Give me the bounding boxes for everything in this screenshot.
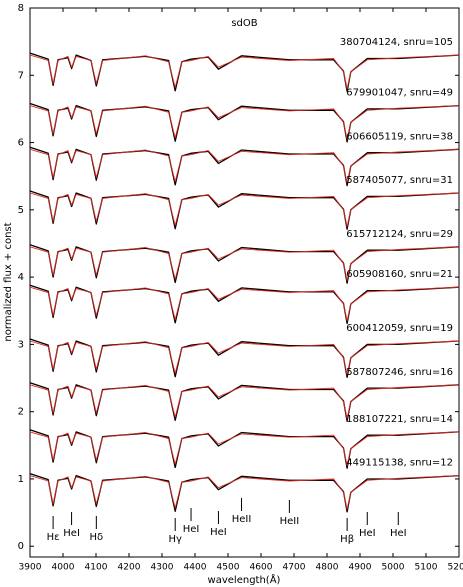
x-tick-label: 4200 [118, 563, 141, 573]
line-label: HeII [280, 516, 300, 527]
x-tick-label: 4600 [250, 563, 273, 573]
y-tick-label: 6 [18, 138, 24, 149]
y-axis-label: normalized flux + const [3, 222, 14, 341]
chart-title: sdOB [231, 18, 257, 29]
observed-spectrum [29, 52, 460, 93]
line-label: Hδ [90, 532, 104, 543]
x-tick-label: 4900 [349, 563, 372, 573]
plot-frame [29, 7, 460, 558]
spectrum-label: 600412059, snru=19 [346, 323, 453, 334]
line-label: HeI [390, 528, 407, 539]
y-tick-label: 2 [18, 407, 24, 418]
y-tick-label: 1 [18, 474, 24, 485]
line-label: Hε [47, 532, 60, 543]
x-tick-label: 4400 [184, 563, 207, 573]
model-spectrum [29, 192, 460, 228]
line-label: Hγ [168, 534, 182, 545]
x-tick-label: 4800 [316, 563, 339, 573]
spectrum-label: 615712124, snru=29 [346, 229, 453, 240]
y-tick-label: 7 [18, 70, 24, 81]
spectrum-label: 605908160, snru=21 [346, 269, 453, 280]
spectrum-label: 587405077, snru=31 [346, 175, 453, 186]
x-tick-label: 5000 [382, 563, 405, 573]
spectrum-label: 380704124, snru=105 [340, 37, 453, 48]
model-spectrum [29, 340, 460, 376]
line-label: HeI [183, 524, 200, 535]
observed-spectrum [29, 472, 460, 513]
spectrum-label: 188107221, snru=14 [346, 414, 453, 425]
model-spectrum [29, 431, 460, 466]
observed-spectrum [29, 190, 460, 230]
y-tick-label: 5 [18, 205, 24, 216]
x-tick-label: 3900 [19, 563, 42, 573]
x-tick-label: 4700 [283, 563, 306, 573]
model-spectrum [29, 54, 460, 90]
y-tick-label: 8 [18, 3, 24, 14]
observed-spectrum [29, 284, 460, 325]
spectrum-label: 449115138, snru=12 [346, 458, 453, 469]
line-label: HeI [63, 528, 80, 539]
model-spectrum [29, 246, 460, 281]
y-tick-label: 4 [18, 272, 24, 283]
x-tick-label: 4100 [85, 563, 108, 573]
y-tick-label: 3 [18, 339, 24, 350]
line-label: HeII [232, 514, 252, 525]
x-tick-label: 4300 [151, 563, 174, 573]
model-spectrum [29, 475, 460, 510]
x-tick-label: 4500 [217, 563, 240, 573]
spectrum-label: 606605119, snru=38 [346, 131, 453, 142]
model-spectrum [29, 384, 460, 419]
line-label: HeI [359, 528, 376, 539]
line-label: HeI [210, 527, 227, 538]
model-spectrum [29, 286, 460, 322]
x-tick-label: 4000 [52, 563, 75, 573]
model-spectrum [29, 105, 460, 140]
x-tick-label: 5100 [415, 563, 438, 573]
spectrum-label: 587807246, snru=16 [346, 367, 453, 378]
line-label: Hβ [340, 534, 354, 545]
spectrum-label: 679901047, snru=49 [346, 88, 453, 99]
y-tick-label: 0 [18, 541, 24, 552]
model-spectrum [29, 148, 460, 184]
x-axis-label: wavelength(Å) [208, 573, 281, 586]
